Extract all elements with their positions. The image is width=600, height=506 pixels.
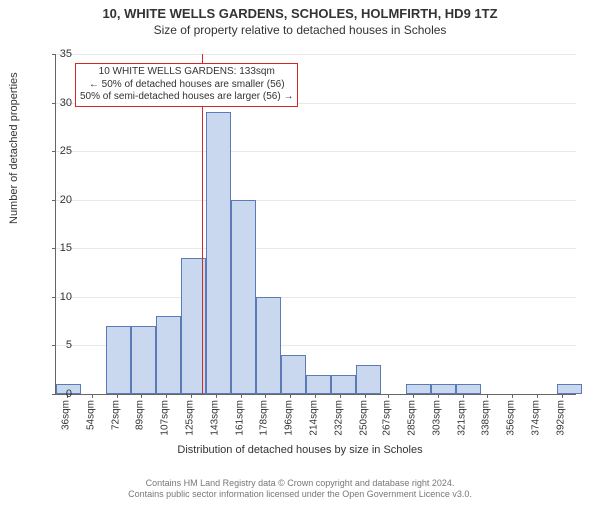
xtick-mark (537, 394, 538, 398)
xtick-label: 392sqm (556, 400, 567, 436)
xtick-label: 36sqm (61, 400, 72, 430)
xtick-label: 338sqm (481, 400, 492, 436)
ytick-label: 25 (32, 145, 72, 157)
xtick-mark (241, 394, 242, 398)
histogram-bar (331, 375, 356, 394)
gridline (56, 200, 576, 201)
gridline (56, 151, 576, 152)
histogram-bar (356, 365, 381, 394)
xtick-label: 89sqm (134, 400, 145, 430)
xtick-label: 178sqm (258, 400, 269, 436)
xtick-label: 285sqm (407, 400, 418, 436)
histogram-bar (206, 112, 231, 394)
gridline (56, 54, 576, 55)
xtick-label: 250sqm (358, 400, 369, 436)
xtick-mark (463, 394, 464, 398)
ytick-label: 15 (32, 242, 72, 254)
footer-line-1: Contains HM Land Registry data © Crown c… (0, 478, 600, 489)
xtick-label: 321sqm (457, 400, 468, 436)
histogram-bar (106, 326, 131, 394)
ytick-label: 30 (32, 97, 72, 109)
xtick-mark (92, 394, 93, 398)
xtick-label: 125sqm (184, 400, 195, 436)
xtick-label: 143sqm (209, 400, 220, 436)
histogram-bar (306, 375, 331, 394)
xtick-mark (265, 394, 266, 398)
xtick-mark (487, 394, 488, 398)
annotation-line-1: 10 WHITE WELLS GARDENS: 133sqm (80, 66, 293, 79)
xtick-label: 303sqm (432, 400, 443, 436)
xtick-mark (216, 394, 217, 398)
xtick-label: 54sqm (86, 400, 97, 430)
xtick-label: 374sqm (531, 400, 542, 436)
annotation-box: 10 WHITE WELLS GARDENS: 133sqm ← 50% of … (75, 63, 298, 107)
histogram-bar (281, 355, 306, 394)
xtick-mark (438, 394, 439, 398)
ytick-label: 35 (32, 48, 72, 60)
histogram-bar (256, 297, 281, 394)
footer-attribution: Contains HM Land Registry data © Crown c… (0, 478, 600, 500)
xtick-label: 232sqm (333, 400, 344, 436)
ytick-label: 5 (32, 339, 72, 351)
x-axis-label: Distribution of detached houses by size … (0, 444, 600, 456)
footer-line-2: Contains public sector information licen… (0, 489, 600, 500)
histogram-bar (431, 384, 456, 394)
histogram-bar (557, 384, 582, 394)
chart-title-1: 10, WHITE WELLS GARDENS, SCHOLES, HOLMFI… (0, 6, 600, 21)
xtick-mark (141, 394, 142, 398)
xtick-mark (512, 394, 513, 398)
histogram-bar (456, 384, 481, 394)
xtick-mark (413, 394, 414, 398)
y-axis-label: Number of detached properties (8, 72, 20, 224)
histogram-bar (156, 316, 181, 394)
ytick-label: 20 (32, 194, 72, 206)
xtick-mark (562, 394, 563, 398)
xtick-label: 107sqm (159, 400, 170, 436)
xtick-mark (340, 394, 341, 398)
ytick-label: 0 (32, 388, 72, 400)
annotation-line-3: 50% of semi-detached houses are larger (… (80, 91, 293, 104)
xtick-label: 196sqm (283, 400, 294, 436)
gridline (56, 248, 576, 249)
xtick-label: 72sqm (111, 400, 122, 430)
ytick-label: 10 (32, 291, 72, 303)
xtick-mark (191, 394, 192, 398)
xtick-mark (365, 394, 366, 398)
histogram-bar (131, 326, 156, 394)
histogram-bar (406, 384, 431, 394)
chart-title-2: Size of property relative to detached ho… (0, 23, 600, 37)
histogram-bar (231, 200, 256, 394)
annotation-line-2: ← 50% of detached houses are smaller (56… (80, 79, 293, 92)
xtick-label: 214sqm (308, 400, 319, 436)
xtick-mark (117, 394, 118, 398)
xtick-mark (388, 394, 389, 398)
xtick-label: 356sqm (506, 400, 517, 436)
xtick-mark (290, 394, 291, 398)
xtick-label: 267sqm (382, 400, 393, 436)
gridline (56, 297, 576, 298)
xtick-mark (315, 394, 316, 398)
xtick-label: 161sqm (234, 400, 245, 436)
xtick-mark (166, 394, 167, 398)
